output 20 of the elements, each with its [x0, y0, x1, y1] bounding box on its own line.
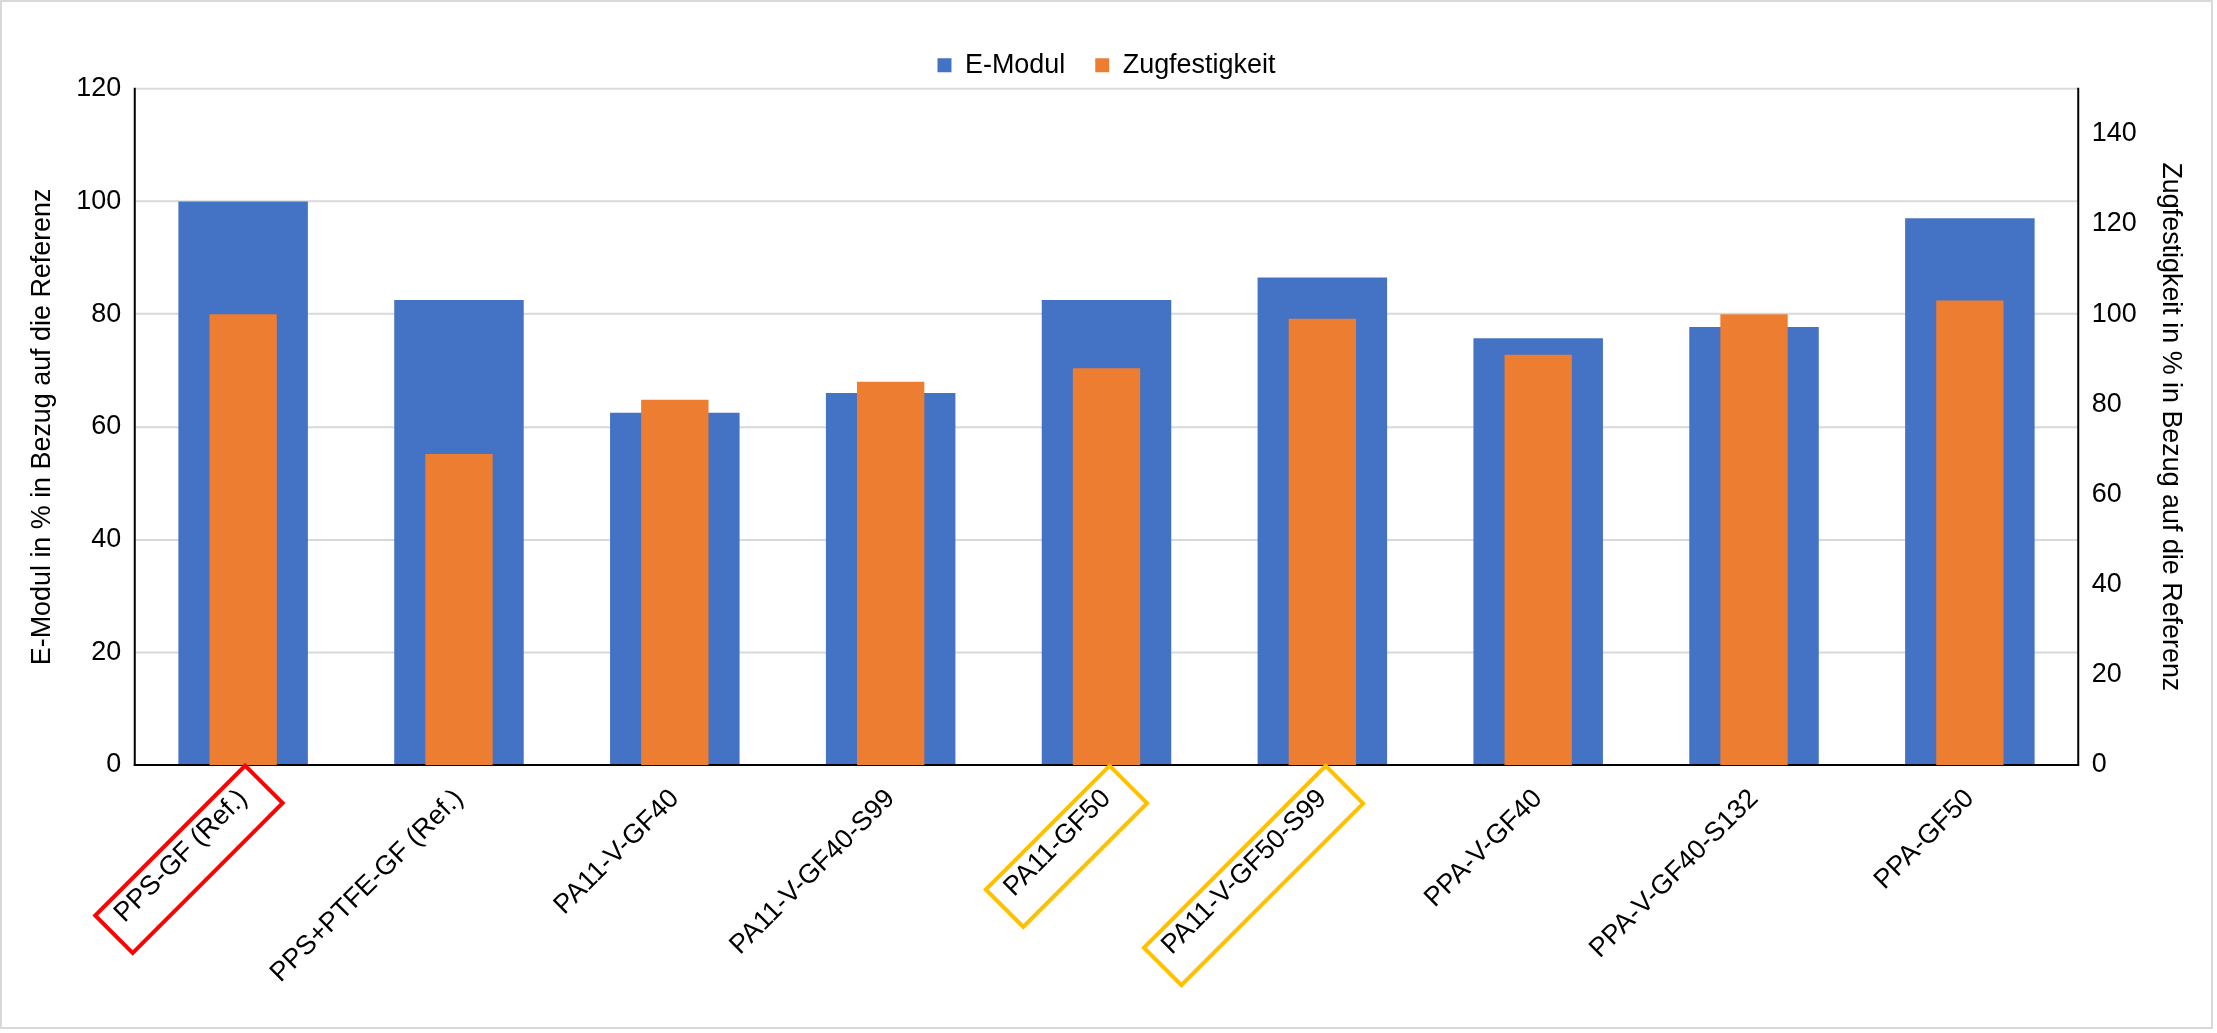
legend-label: E-Modul [964, 48, 1066, 79]
y-axis-title: E-Modul in % in Bezug auf die Referenz [25, 188, 56, 666]
y2-tick-label: 100 [2091, 297, 2137, 328]
y-tick-label: 100 [76, 184, 122, 215]
y-tick-label: 40 [91, 523, 122, 554]
legend-label: Zugfestigkeit [1122, 48, 1276, 79]
y2-tick-label: 80 [2091, 387, 2122, 418]
y-tick-label: 120 [76, 72, 122, 103]
y2-axis-title: Zugfestigkeit in % in Bezug auf die Referenz [2157, 162, 2188, 692]
y-tick-label: 0 [106, 748, 122, 779]
y2-tick-label: 140 [2091, 117, 2137, 148]
y-tick-label: 60 [91, 410, 122, 441]
y2-tick-label: 60 [2091, 477, 2122, 508]
bar [425, 453, 493, 766]
y2-tick-label: 40 [2091, 568, 2122, 599]
y2-tick-label: 0 [2091, 748, 2107, 779]
y2-tick-label: 120 [2091, 207, 2137, 238]
y2-tick-label: 20 [2091, 658, 2122, 689]
y-tick-label: 20 [91, 635, 122, 666]
y-tick-label: 80 [91, 297, 122, 328]
